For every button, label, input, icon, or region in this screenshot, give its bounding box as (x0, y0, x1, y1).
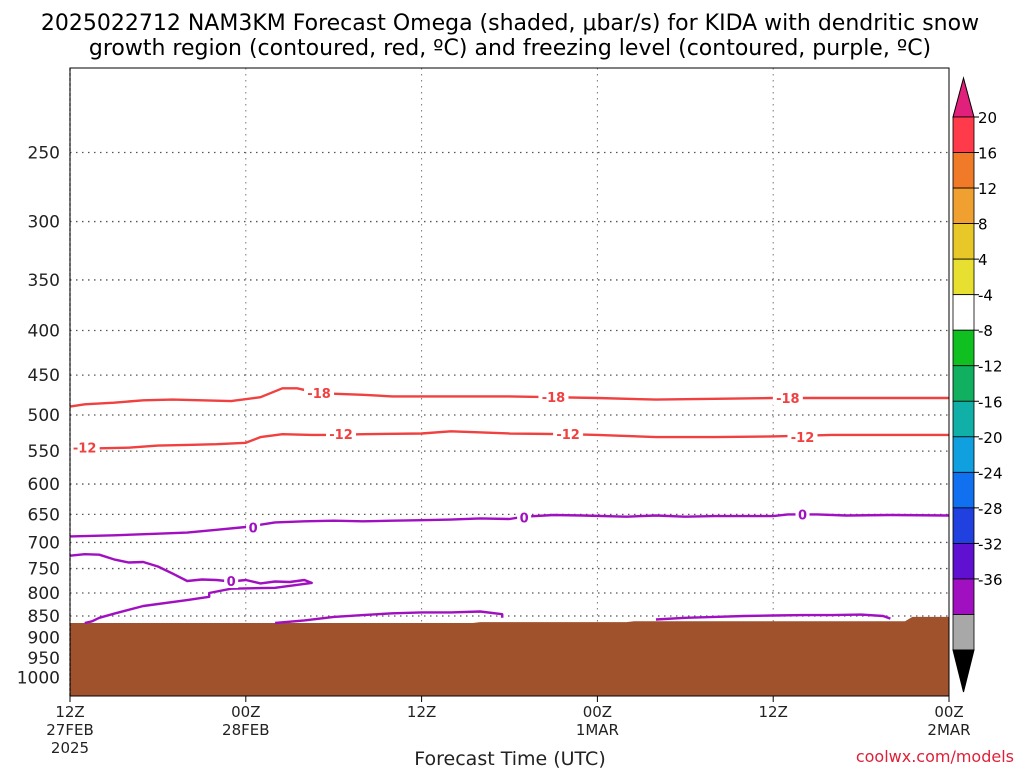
x-tick-label: 00Z (231, 703, 260, 721)
contour-label: -18 (542, 391, 566, 406)
contour-label-bg (787, 429, 818, 445)
colorbar-band (952, 152, 975, 189)
colorbar-band (952, 471, 975, 509)
y-tick-label: 500 (28, 406, 60, 426)
x-tick-label: 00Z (934, 703, 963, 721)
contour-label-bg (538, 389, 569, 405)
colorbar-label: -32 (978, 535, 1003, 553)
x-axis-title: Forecast Time (UTC) (414, 748, 605, 768)
y-tick-label: 1000 (17, 669, 60, 689)
chart-title-line-1: 2025022712 NAM3KM Forecast Omega (shaded… (41, 11, 979, 36)
y-tick-label: 300 (28, 213, 60, 233)
contour-label-bg (224, 572, 239, 588)
colorbar-band (952, 507, 975, 544)
colorbar-label: -24 (978, 464, 1003, 482)
colorbar: 20 16 12 8 4 -4 -8 -12 -16 -20 -24 -28 -32 -36 (952, 76, 1003, 693)
y-tick-label: 250 (28, 144, 60, 164)
y-tick-label: 700 (28, 533, 60, 553)
x-tick-label: 12Z (55, 703, 84, 721)
contour-label: 0 (798, 508, 807, 523)
colorbar-band (952, 400, 975, 438)
credit-text[interactable]: coolwx.com/models (856, 747, 1014, 766)
y-tick-label: 750 (28, 560, 60, 580)
freezing-level-contour-line (274, 610, 504, 625)
colorbar-label: -12 (978, 358, 1003, 376)
freezing-level-contour-line (69, 513, 950, 538)
contour-label: 0 (227, 575, 236, 590)
colorbar-label: 12 (978, 180, 997, 198)
colorbar-band (952, 223, 975, 260)
x-tick-label: 00Z (583, 703, 612, 721)
colorbar-band (952, 294, 975, 331)
contour-label: 0 (520, 511, 529, 526)
contour-label-bg (772, 389, 803, 405)
colorbar-band (952, 187, 975, 224)
colorbar-band (952, 578, 975, 615)
contour-label: 0 (249, 522, 258, 537)
colorbar-label: 20 (978, 109, 997, 127)
colorbar-label: -28 (978, 500, 1003, 518)
x-tick-label: 28FEB (222, 721, 269, 739)
colorbar-band (952, 258, 975, 296)
colorbar-label: -4 (978, 287, 993, 305)
contour-label-bg (69, 439, 100, 455)
colorbar-band (952, 614, 975, 651)
x-tick-label: 27FEB (46, 721, 93, 739)
plot-frame (69, 67, 950, 697)
dgz-contour-line (69, 430, 949, 450)
colorbar-label: -36 (978, 571, 1003, 589)
x-tick-label: 1MAR (576, 721, 619, 739)
y-tick-label: 650 (28, 505, 60, 525)
colorbar-label: -8 (978, 322, 993, 340)
x-tick-label: 12Z (407, 703, 436, 721)
y-tick-label: 400 (28, 322, 60, 342)
colorbar-label: -16 (978, 393, 1003, 411)
y-tick-label: 450 (28, 366, 60, 386)
contour-label: -12 (73, 442, 97, 457)
colorbar-band (952, 543, 975, 580)
colorbar-label: 4 (978, 251, 988, 269)
y-tick-label: 950 (28, 649, 60, 669)
colorbar-label: 16 (978, 145, 997, 163)
contour-label: -12 (791, 431, 815, 446)
contour-label-bg (246, 519, 261, 535)
colorbar-label: 8 (978, 216, 988, 234)
colorbar-bottom-arrow (952, 649, 975, 693)
colorbar-band (952, 436, 975, 473)
x-tick-label: 2MAR (927, 721, 970, 739)
freezing-level-contour-line (655, 613, 891, 621)
x-tick-label: 2025 (51, 739, 89, 757)
contour-label-bg (326, 426, 357, 442)
chart-title-line-2: growth region (contoured, red, ºC) and f… (89, 36, 931, 61)
colorbar-band (952, 365, 975, 402)
y-tick-label: 900 (28, 629, 60, 649)
colorbar-band (952, 116, 975, 153)
contour-label-bg (795, 506, 810, 522)
contour-label-bg (553, 426, 584, 442)
contour-label: -12 (556, 428, 580, 443)
y-tick-label: 350 (28, 271, 60, 291)
colorbar-label: -20 (978, 429, 1003, 447)
colorbar-band (952, 329, 975, 367)
dgz-contour-line (69, 387, 949, 408)
x-tick-label: 12Z (759, 703, 788, 721)
contour-label-bg (304, 385, 335, 401)
y-tick-label: 850 (28, 607, 60, 627)
plot-area: 2503003504004505005506006507007508008509… (17, 67, 971, 757)
y-tick-label: 600 (28, 475, 60, 495)
y-tick-label: 800 (28, 584, 60, 604)
y-tick-label: 550 (28, 442, 60, 462)
contour-label: -12 (329, 428, 353, 443)
terrain-fill (70, 616, 949, 696)
colorbar-top-arrow (952, 76, 975, 118)
contour-label: -18 (307, 387, 331, 402)
contour-label-bg (517, 509, 532, 525)
contour-label: -18 (776, 392, 800, 407)
freezing-level-contour-line (69, 553, 313, 625)
